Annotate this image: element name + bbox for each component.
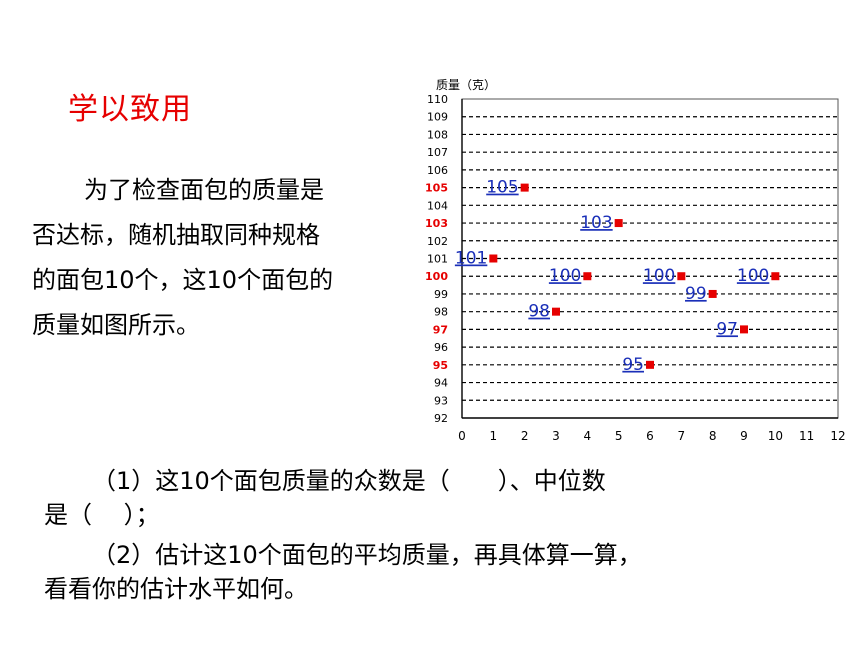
data-label: 99 (685, 284, 707, 304)
x-tick-label: 7 (678, 429, 686, 443)
y-tick-label: 107 (427, 146, 448, 159)
intro-line-4: 质量如图所示。 (32, 311, 200, 339)
x-tick-label: 11 (799, 429, 814, 443)
x-tick-label: 8 (709, 429, 717, 443)
data-label: 100 (549, 266, 581, 286)
y-tick-label: 93 (434, 394, 448, 407)
question-2: （2）估计这10个面包的平均质量，再具体算一算， 看看你的估计水平如何。 (44, 538, 824, 606)
data-label: 103 (580, 213, 612, 233)
data-label: 105 (486, 178, 518, 198)
question-2-line-2: 看看你的估计水平如何。 (44, 575, 308, 603)
y-tick-label: 108 (427, 128, 448, 141)
data-point (771, 272, 780, 281)
data-label: 95 (622, 355, 644, 375)
x-tick-label: 9 (740, 429, 748, 443)
y-tick-label: 105 (425, 182, 448, 195)
x-tick-label: 5 (615, 429, 623, 443)
data-label: 100 (737, 266, 769, 286)
x-tick-label: 3 (552, 429, 560, 443)
intro-line-2: 否达标，随机抽取同种规格 (32, 221, 320, 249)
data-point (583, 272, 592, 281)
y-tick-label: 92 (434, 412, 448, 425)
section-heading: 学以致用 (68, 92, 192, 127)
x-tick-label: 1 (490, 429, 498, 443)
y-tick-label: 103 (425, 217, 448, 230)
y-tick-label: 101 (427, 253, 448, 266)
data-label: 100 (643, 266, 675, 286)
question-1: （1）这10个面包质量的众数是（ ）、中位数 是（ ）； (44, 464, 824, 532)
x-tick-label: 0 (458, 429, 466, 443)
y-tick-label: 98 (434, 306, 448, 319)
x-tick-label: 10 (768, 429, 783, 443)
question-1-line-2: 是（ ）； (44, 501, 160, 529)
data-point (552, 307, 560, 316)
intro-line-3: 的面包10个，这10个面包的 (32, 266, 334, 294)
data-point (740, 325, 748, 334)
data-point (646, 360, 654, 369)
y-tick-label: 94 (434, 377, 448, 390)
y-tick-label: 110 (427, 93, 448, 106)
y-tick-label: 104 (427, 199, 448, 212)
y-tick-label: 99 (434, 288, 448, 301)
data-point (520, 183, 529, 192)
y-tick-label: 100 (425, 270, 448, 283)
y-tick-label: 102 (427, 235, 448, 248)
question-1-line-1: （1）这10个面包质量的众数是（ ）、中位数 (92, 467, 606, 495)
y-tick-label: 95 (433, 359, 448, 372)
data-point (708, 289, 717, 298)
y-tick-label: 97 (433, 323, 448, 336)
data-point (677, 272, 686, 281)
y-tick-label: 106 (427, 164, 448, 177)
y-axis-label: 质量（克） (436, 78, 496, 92)
y-tick-label: 96 (434, 341, 448, 354)
x-tick-label: 6 (646, 429, 654, 443)
data-label: 97 (716, 319, 738, 339)
x-tick-label: 12 (830, 429, 845, 443)
intro-line-1: 为了检查面包的质量是 (84, 176, 324, 204)
question-2-line-1: （2）估计这10个面包的平均质量，再具体算一算， (92, 541, 642, 569)
x-tick-label: 2 (521, 429, 529, 443)
x-tick-label: 4 (584, 429, 592, 443)
data-label: 101 (455, 249, 487, 269)
y-tick-label: 109 (427, 111, 448, 124)
data-point (489, 254, 498, 263)
problem-intro: 为了检查面包的质量是 否达标，随机抽取同种规格 的面包10个，这10个面包的 质… (32, 168, 404, 348)
data-point (614, 219, 623, 228)
data-label: 98 (528, 302, 550, 322)
